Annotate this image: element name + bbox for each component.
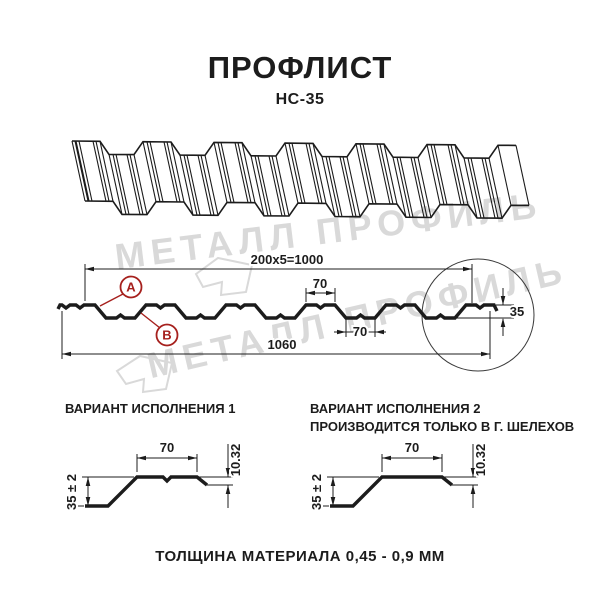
variant2-profile (330, 475, 454, 508)
variant2-title-line1: ВАРИАНТ ИСПОЛНЕНИЯ 2 (310, 401, 481, 416)
variant1-profile (85, 475, 209, 508)
variant2-title-line2: ПРОИЗВОДИТСЯ ТОЛЬКО В Г. ШЕЛЕХОВ (310, 419, 575, 434)
variant-details: 70 35 ± 2 10.32 70 35 ± 2 10.32 (62, 438, 490, 512)
variant-dimension-lines (78, 444, 478, 508)
v1-dim-width: 70 (160, 440, 174, 455)
v1-dim-height: 35 ± 2 (64, 474, 79, 510)
logo-shape (194, 256, 254, 297)
variant1-title: ВАРИАНТ ИСПОЛНЕНИЯ 1 (65, 401, 236, 416)
material-thickness-note: ТОЛЩИНА МАТЕРИАЛА 0,45 - 0,9 ММ (155, 548, 445, 565)
sheet-rib-lines (71, 140, 530, 219)
sheet-back-edge (71, 140, 517, 160)
dim-pitch-total: 200x5=1000 (251, 252, 324, 267)
marker-a-circle (119, 275, 143, 299)
sheet-3d-view (71, 140, 530, 220)
marker-leader-lines (99, 293, 161, 329)
marker-a-label: А (126, 280, 136, 295)
v2-dim-width: 70 (405, 440, 419, 455)
profile-outline (56, 303, 499, 320)
v2-dim-edge: 10.32 (473, 444, 488, 477)
dim-height: 35 (510, 304, 524, 319)
logo-shape (115, 354, 174, 394)
v2-dim-height: 35 ± 2 (309, 474, 324, 510)
marker-b-circle (155, 323, 179, 347)
dim-rib-bottom: 70 (353, 324, 367, 339)
dim-overall-width: 1060 (268, 337, 297, 352)
variant-dimension-arrows (85, 455, 476, 506)
cross-section-view: 200x5=1000 70 70 1060 35 А В (56, 250, 535, 372)
profile-code: НС-35 (275, 91, 325, 108)
page-title: ПРОФЛИСТ (207, 50, 393, 85)
sheet-front-edge (84, 200, 530, 220)
variant2-title: ВАРИАНТ ИСПОЛНЕНИЯ 2 ПРОИЗВОДИТСЯ ТОЛЬКО… (310, 400, 574, 436)
v1-dim-edge: 10.32 (228, 444, 243, 477)
dim-rib-top: 70 (313, 276, 327, 291)
marker-b-label: В (162, 328, 171, 343)
